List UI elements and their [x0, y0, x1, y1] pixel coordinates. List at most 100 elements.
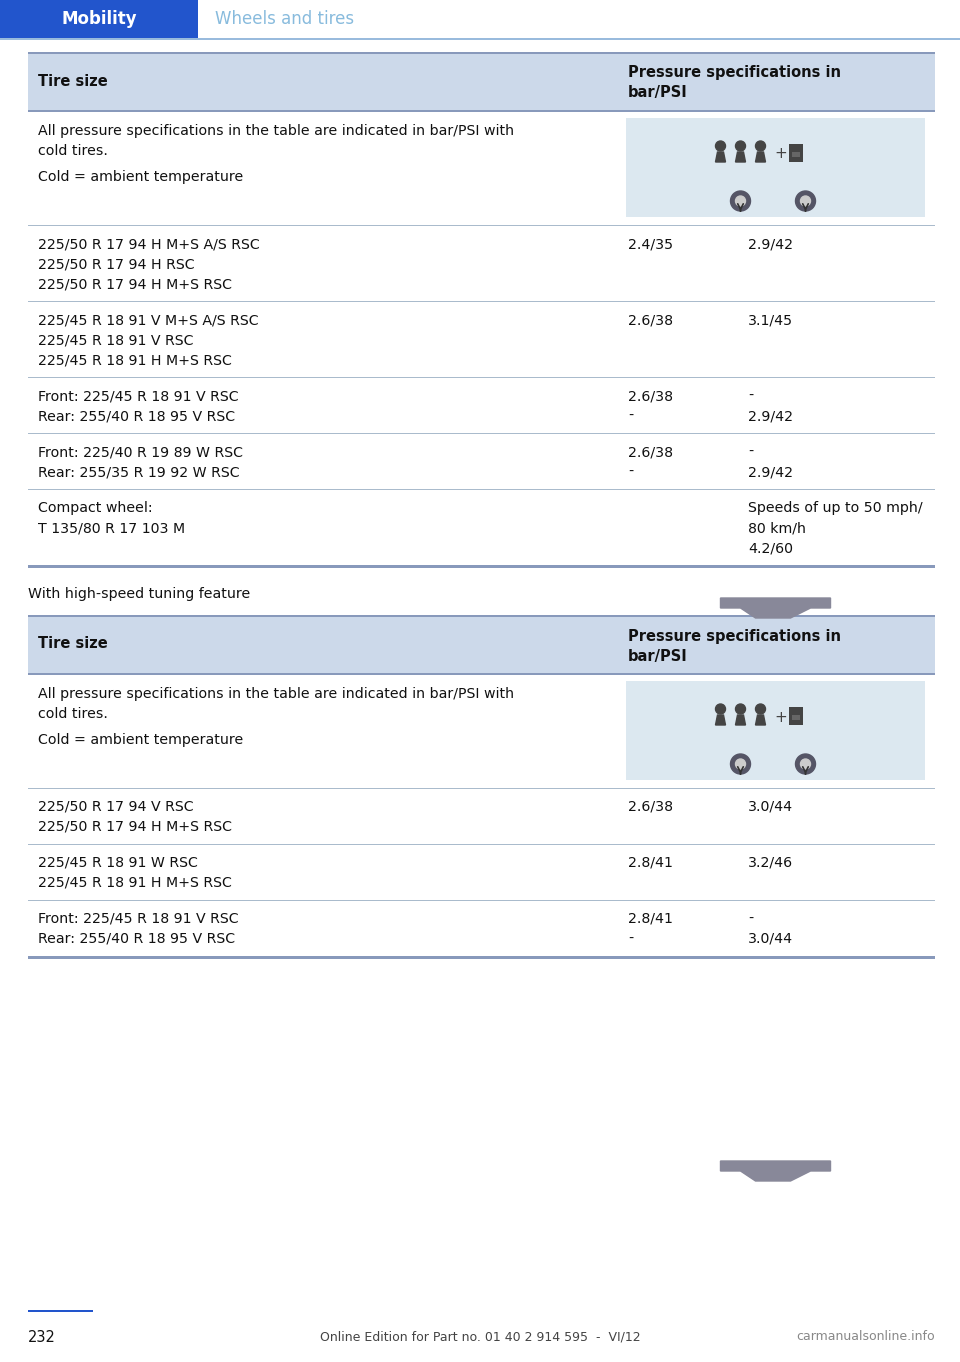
Text: 225/50 R 17 94 V RSC: 225/50 R 17 94 V RSC — [38, 799, 194, 814]
Circle shape — [735, 704, 746, 714]
Text: 80 km/h: 80 km/h — [748, 522, 806, 535]
Text: 225/45 R 18 91 H M+S RSC: 225/45 R 18 91 H M+S RSC — [38, 353, 232, 366]
Text: Tire size: Tire size — [38, 636, 108, 651]
Text: -: - — [748, 445, 754, 459]
Bar — [791, 153, 800, 157]
Text: carmanualsonline.info: carmanualsonline.info — [797, 1331, 935, 1343]
Text: Tire size: Tire size — [38, 74, 108, 89]
Bar — [0, 0, 198, 38]
Bar — [28, 616, 935, 673]
Text: Compact wheel:: Compact wheel: — [38, 501, 153, 515]
Circle shape — [735, 759, 746, 770]
Text: -: - — [628, 932, 634, 947]
Polygon shape — [756, 715, 765, 725]
Text: 2.9/42: 2.9/42 — [748, 409, 793, 424]
Bar — [28, 673, 935, 674]
Bar — [28, 301, 935, 377]
Text: 2.4/35: 2.4/35 — [628, 237, 673, 251]
Text: All pressure specifications in the table are indicated in bar/PSI with: All pressure specifications in the table… — [38, 124, 515, 138]
Circle shape — [756, 704, 765, 714]
Circle shape — [735, 196, 746, 206]
Text: 2.6/38: 2.6/38 — [628, 445, 673, 459]
Polygon shape — [721, 598, 830, 618]
Text: 225/45 R 18 91 V M+S A/S RSC: 225/45 R 18 91 V M+S A/S RSC — [38, 313, 258, 327]
Bar — [28, 844, 935, 900]
Text: cold tires.: cold tires. — [38, 707, 108, 720]
Text: Rear: 255/35 R 19 92 W RSC: Rear: 255/35 R 19 92 W RSC — [38, 464, 240, 479]
Text: 3.0/44: 3.0/44 — [748, 932, 793, 947]
Bar — [28, 789, 935, 844]
Circle shape — [801, 759, 810, 770]
Circle shape — [731, 755, 751, 774]
Text: -: - — [628, 464, 634, 479]
Bar — [788, 707, 803, 725]
Text: -: - — [748, 390, 754, 403]
Circle shape — [735, 142, 746, 151]
Polygon shape — [715, 153, 726, 162]
Text: 225/45 R 18 91 W RSC: 225/45 R 18 91 W RSC — [38, 855, 198, 870]
Bar — [28, 52, 935, 53]
Text: 2.9/42: 2.9/42 — [748, 237, 793, 251]
Text: Rear: 255/40 R 18 95 V RSC: Rear: 255/40 R 18 95 V RSC — [38, 932, 235, 947]
Bar — [28, 377, 935, 433]
Circle shape — [731, 191, 751, 211]
Circle shape — [796, 755, 815, 774]
Polygon shape — [715, 715, 726, 725]
Bar — [28, 1310, 93, 1312]
Text: Front: 225/40 R 19 89 W RSC: Front: 225/40 R 19 89 W RSC — [38, 445, 243, 459]
Circle shape — [756, 142, 765, 151]
Text: 2.6/38: 2.6/38 — [628, 390, 673, 403]
Bar — [626, 681, 925, 780]
Circle shape — [715, 704, 726, 714]
Text: -: - — [628, 409, 634, 424]
Text: 232: 232 — [28, 1331, 56, 1346]
Text: 225/50 R 17 94 H RSC: 225/50 R 17 94 H RSC — [38, 257, 195, 271]
Text: 2.6/38: 2.6/38 — [628, 799, 673, 814]
Bar — [28, 616, 935, 617]
Polygon shape — [735, 715, 746, 725]
Circle shape — [715, 142, 726, 151]
Text: Pressure specifications in: Pressure specifications in — [628, 65, 841, 80]
Text: 3.0/44: 3.0/44 — [748, 799, 793, 814]
Bar — [28, 489, 935, 565]
Polygon shape — [756, 153, 765, 162]
Text: Cold = ambient temperature: Cold = ambient temperature — [38, 170, 243, 184]
Text: 225/50 R 17 94 H M+S RSC: 225/50 R 17 94 H M+S RSC — [38, 276, 232, 291]
Text: 2.8/41: 2.8/41 — [628, 855, 673, 870]
Text: With high-speed tuning feature: With high-speed tuning feature — [28, 587, 251, 601]
Text: 2.8/41: 2.8/41 — [628, 913, 673, 926]
Text: +: + — [774, 710, 787, 725]
Bar — [28, 433, 935, 489]
Text: Speeds of up to 50 mph/: Speeds of up to 50 mph/ — [748, 501, 923, 515]
Text: Pressure specifications in: Pressure specifications in — [628, 628, 841, 643]
Bar — [626, 118, 925, 217]
Text: All pressure specifications in the table are indicated in bar/PSI with: All pressure specifications in the table… — [38, 686, 515, 701]
Text: +: + — [774, 147, 787, 162]
Bar — [28, 956, 935, 959]
Text: 2.6/38: 2.6/38 — [628, 313, 673, 327]
Text: bar/PSI: bar/PSI — [628, 648, 687, 663]
Text: Online Edition for Part no. 01 40 2 914 595  -  VI/12: Online Edition for Part no. 01 40 2 914 … — [320, 1331, 640, 1343]
Text: Wheels and tires: Wheels and tires — [215, 10, 354, 29]
Polygon shape — [721, 1160, 830, 1181]
Text: 2.9/42: 2.9/42 — [748, 464, 793, 479]
Text: 4.2/60: 4.2/60 — [748, 541, 793, 554]
Text: cold tires.: cold tires. — [38, 144, 108, 158]
Bar — [28, 52, 935, 110]
Text: 3.2/46: 3.2/46 — [748, 855, 793, 870]
Text: Mobility: Mobility — [61, 10, 137, 29]
Text: Cold = ambient temperature: Cold = ambient temperature — [38, 733, 243, 746]
Polygon shape — [735, 153, 746, 162]
Text: 225/50 R 17 94 H M+S RSC: 225/50 R 17 94 H M+S RSC — [38, 820, 232, 834]
Bar — [28, 900, 935, 956]
Text: 3.1/45: 3.1/45 — [748, 313, 793, 327]
Bar — [0, 38, 960, 39]
Text: -: - — [748, 913, 754, 926]
Circle shape — [796, 191, 815, 211]
Text: 225/45 R 18 91 H M+S RSC: 225/45 R 18 91 H M+S RSC — [38, 876, 232, 889]
Bar — [28, 225, 935, 301]
Text: Front: 225/45 R 18 91 V RSC: Front: 225/45 R 18 91 V RSC — [38, 390, 239, 403]
Bar — [788, 144, 803, 162]
Text: bar/PSI: bar/PSI — [628, 86, 687, 101]
Text: Rear: 255/40 R 18 95 V RSC: Rear: 255/40 R 18 95 V RSC — [38, 409, 235, 424]
